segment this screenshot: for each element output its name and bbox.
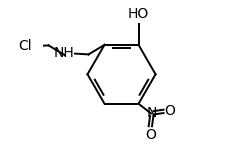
Text: O: O [165,104,176,118]
Text: O: O [145,128,156,142]
Text: HO: HO [128,7,149,21]
Text: NH: NH [54,46,74,60]
Text: N: N [146,106,157,120]
Text: Cl: Cl [18,39,32,53]
